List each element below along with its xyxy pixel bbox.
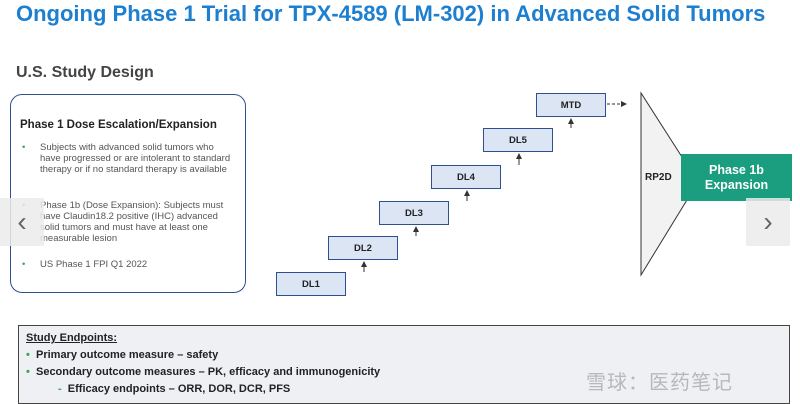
box-heading: Phase 1 Dose Escalation/Expansion <box>20 119 217 131</box>
prev-button[interactable]: ‹ <box>0 198 44 246</box>
endpoint-text: Primary outcome measure – safety <box>35 349 219 361</box>
bullet: Subjects with advanced solid tumors who … <box>22 142 236 175</box>
endpoint-text: Efficacy endpoints – ORR, DOR, DCR, PFS <box>67 383 291 395</box>
rp2d-label: RP2D <box>645 172 672 183</box>
endpoint-text: Secondary outcome measures – PK, efficac… <box>35 366 381 378</box>
expansion-box: Phase 1b Expansion <box>681 154 792 201</box>
endpoint: • Secondary outcome measures – PK, effic… <box>26 366 381 378</box>
design-box <box>10 94 246 293</box>
slide-title: Ongoing Phase 1 Trial for TPX-4589 (LM-3… <box>16 1 766 26</box>
step: MTD <box>536 93 606 117</box>
subtitle: U.S. Study Design <box>16 64 154 81</box>
endpoint: - Efficacy endpoints – ORR, DOR, DCR, PF… <box>58 383 291 395</box>
endpoint: • Primary outcome measure – safety <box>26 349 219 361</box>
next-button[interactable]: › <box>746 198 790 246</box>
step: DL1 <box>276 272 346 296</box>
step: DL4 <box>431 165 501 189</box>
step: DL5 <box>483 128 553 152</box>
bullet: US Phase 1 FPI Q1 2022 <box>22 259 236 270</box>
step: DL2 <box>328 236 398 260</box>
endpoints-heading: Study Endpoints: <box>26 332 118 344</box>
endpoints-box <box>18 325 790 404</box>
watermark: 雪球：医药笔记 <box>586 372 733 394</box>
step: DL3 <box>379 201 449 225</box>
